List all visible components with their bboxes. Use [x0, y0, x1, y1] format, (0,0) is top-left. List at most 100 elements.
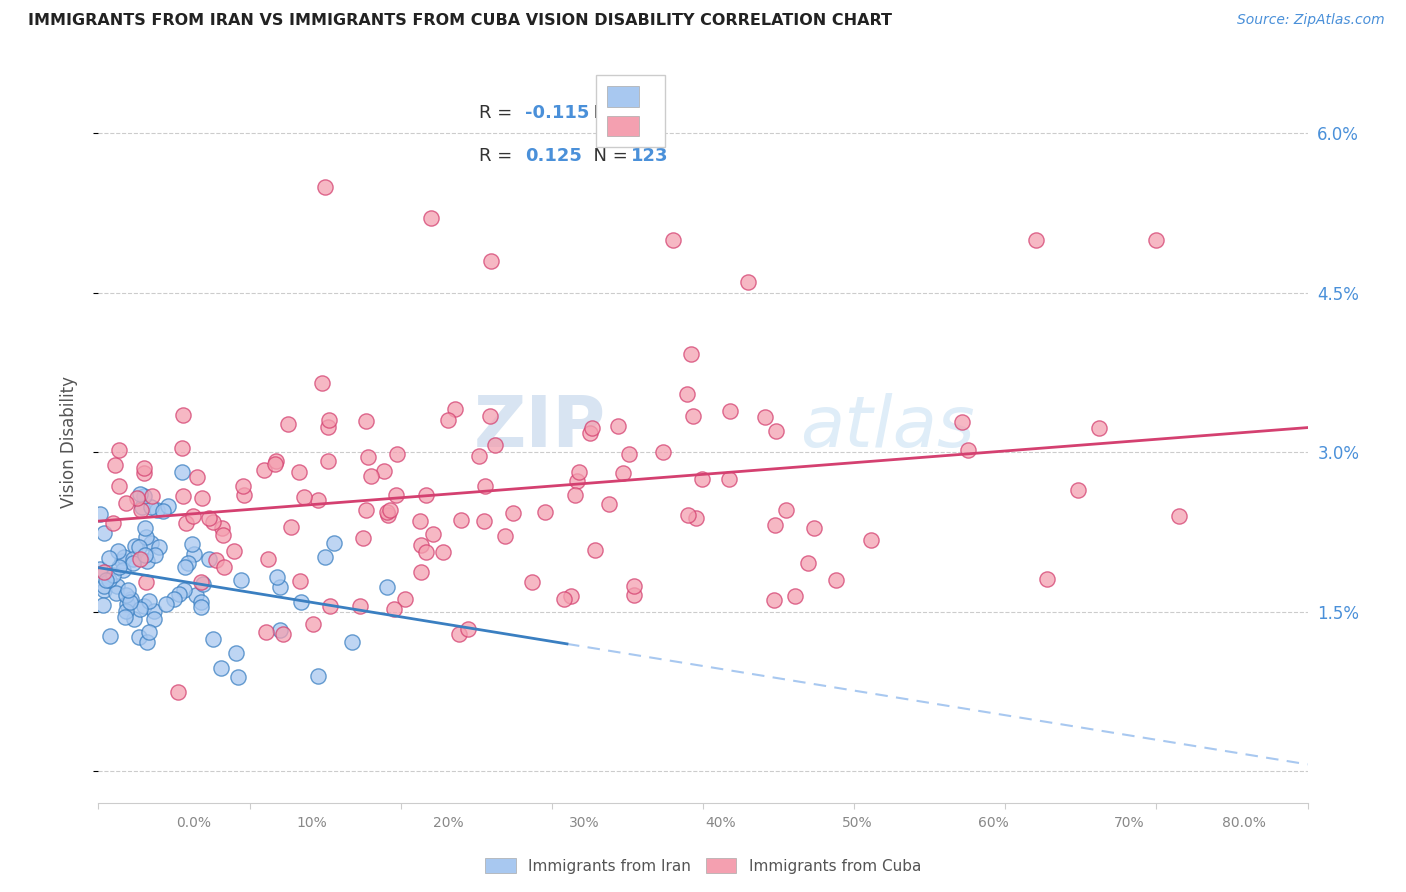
Legend: Immigrants from Iran, Immigrants from Cuba: Immigrants from Iran, Immigrants from Cu… [479, 852, 927, 880]
Point [128, 602, 150, 616]
Point [204, 552, 226, 566]
Point [675, 387, 697, 401]
Text: 0.125: 0.125 [526, 147, 582, 165]
Point [685, 510, 707, 524]
Point [91, 599, 114, 613]
Point [617, 447, 640, 461]
Point [717, 472, 740, 486]
Point [143, 612, 166, 626]
Point [104, 458, 127, 472]
Point [93, 526, 115, 541]
Point [1035, 572, 1057, 586]
Point [132, 489, 155, 503]
Point [89, 507, 111, 521]
Point [211, 521, 233, 535]
Text: 0.0%: 0.0% [176, 816, 211, 830]
Point [606, 418, 628, 433]
Point [152, 504, 174, 518]
Point [129, 487, 152, 501]
Point [155, 598, 177, 612]
Point [120, 592, 142, 607]
Point [494, 529, 516, 543]
Point [212, 528, 235, 542]
Point [129, 552, 152, 566]
Text: 60%: 60% [977, 816, 1008, 830]
Point [1066, 483, 1088, 498]
Point [186, 470, 208, 484]
Point [481, 253, 503, 268]
Point [443, 401, 465, 416]
Point [256, 552, 278, 566]
Point [176, 516, 198, 530]
Point [450, 513, 472, 527]
Point [598, 497, 620, 511]
Point [479, 409, 502, 423]
Point [409, 565, 432, 579]
Point [121, 552, 143, 566]
Point [825, 573, 848, 587]
Point [115, 604, 138, 618]
Point [101, 516, 124, 531]
Point [177, 557, 200, 571]
Point [785, 590, 807, 604]
Point [115, 598, 138, 612]
Point [139, 536, 162, 550]
Point [266, 570, 288, 584]
Text: 20%: 20% [433, 816, 464, 830]
Point [277, 417, 299, 432]
Point [98, 573, 121, 587]
Point [105, 579, 128, 593]
Point [763, 518, 786, 533]
Point [682, 409, 704, 423]
Point [1024, 233, 1046, 247]
Point [533, 505, 555, 519]
Point [143, 604, 166, 618]
Text: Source: ZipAtlas.com: Source: ZipAtlas.com [1237, 13, 1385, 28]
Point [288, 465, 311, 479]
Point [169, 587, 191, 601]
Point [191, 491, 214, 505]
Point [128, 541, 150, 555]
Point [280, 520, 302, 534]
Point [98, 629, 121, 643]
Point [181, 509, 204, 524]
Point [156, 500, 179, 514]
Point [128, 630, 150, 644]
Point [93, 583, 115, 598]
Point [314, 549, 336, 564]
Point [254, 625, 277, 640]
Point [111, 554, 134, 568]
Point [415, 488, 437, 502]
Point [264, 454, 287, 468]
Point [173, 582, 195, 597]
Point [264, 457, 287, 471]
Point [420, 211, 443, 226]
Point [422, 527, 444, 541]
Point [377, 508, 399, 522]
Point [93, 579, 115, 593]
Point [184, 588, 207, 602]
Point [565, 474, 588, 488]
Point [232, 488, 254, 502]
Point [415, 545, 437, 559]
Point [318, 599, 340, 613]
Point [115, 496, 138, 510]
Point [775, 502, 797, 516]
Text: 123: 123 [630, 147, 668, 165]
Point [762, 592, 785, 607]
Point [134, 521, 156, 535]
Point [224, 544, 246, 558]
Point [115, 588, 138, 602]
Point [612, 466, 634, 480]
Point [1088, 421, 1111, 435]
Point [122, 612, 145, 626]
Point [201, 632, 224, 646]
Text: -0.115: -0.115 [526, 103, 589, 122]
Point [357, 450, 380, 464]
Point [803, 521, 825, 535]
Text: R =: R = [479, 103, 519, 122]
Point [652, 444, 675, 458]
Legend: , : , [596, 75, 665, 147]
Point [138, 625, 160, 640]
Point [172, 408, 194, 422]
